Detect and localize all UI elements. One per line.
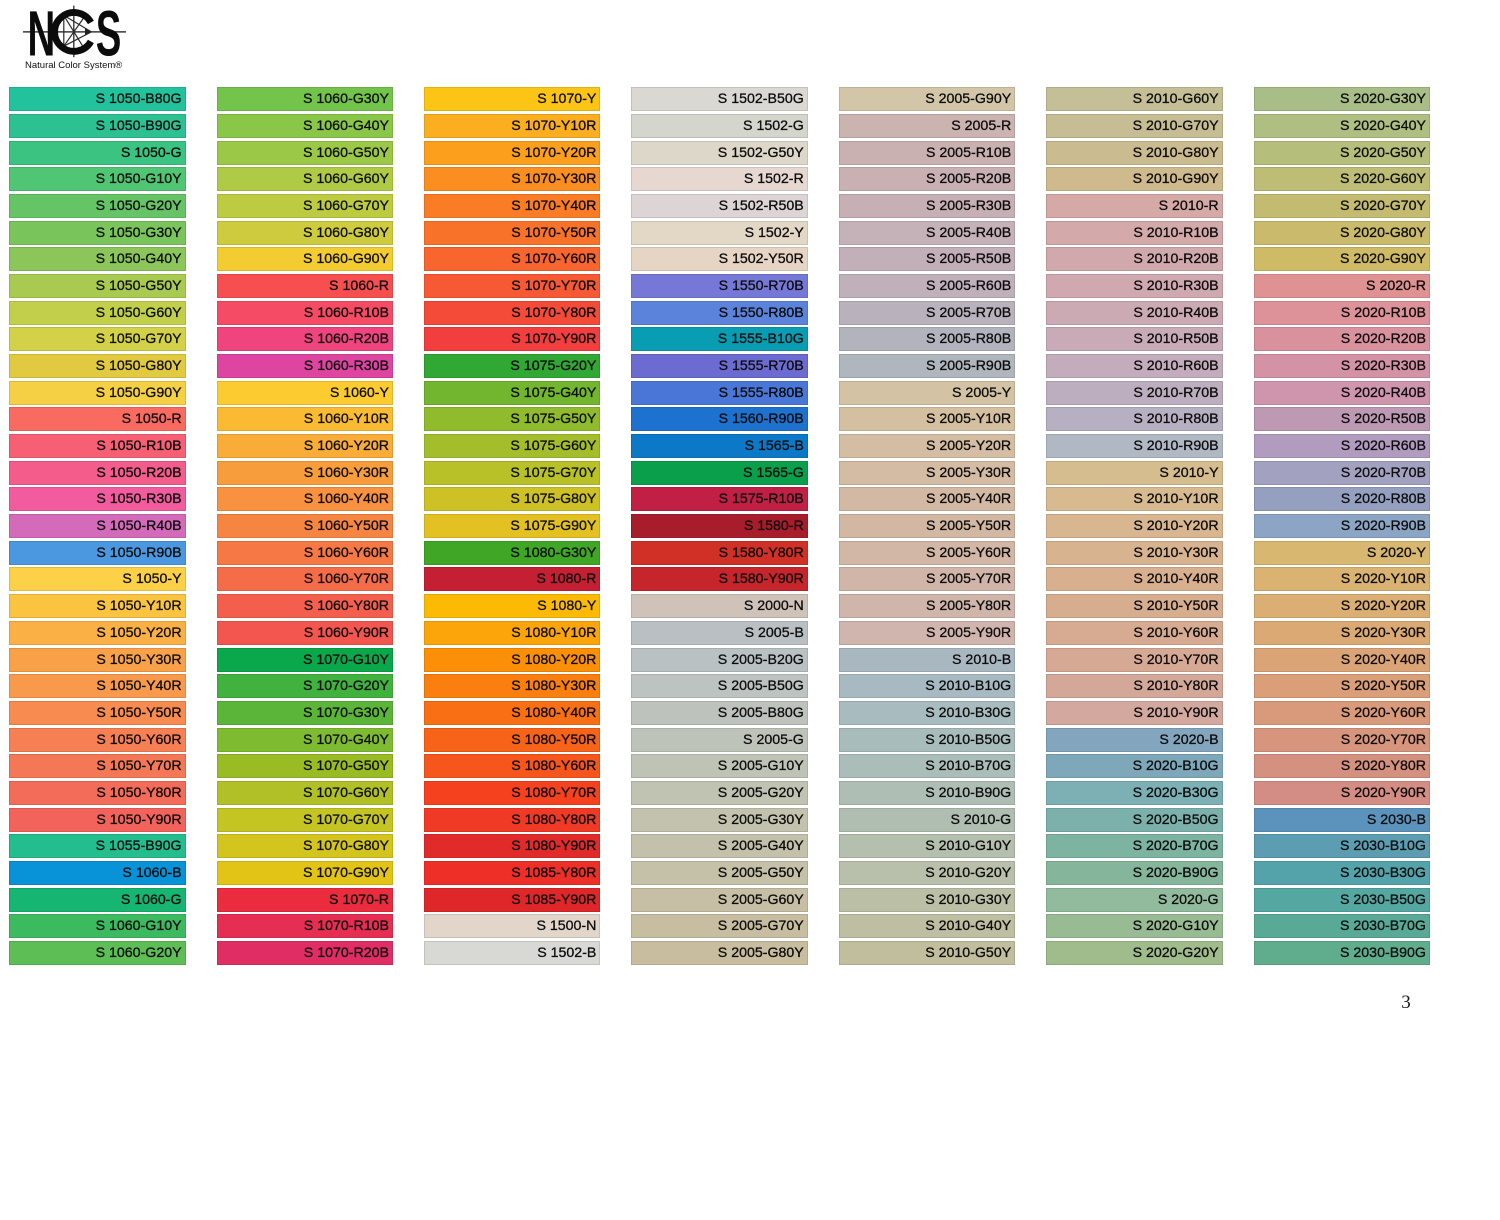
svg-text:N: N [28,3,56,70]
svg-text:Natural Color System®: Natural Color System® [25,60,122,71]
svg-text:S: S [96,3,122,70]
